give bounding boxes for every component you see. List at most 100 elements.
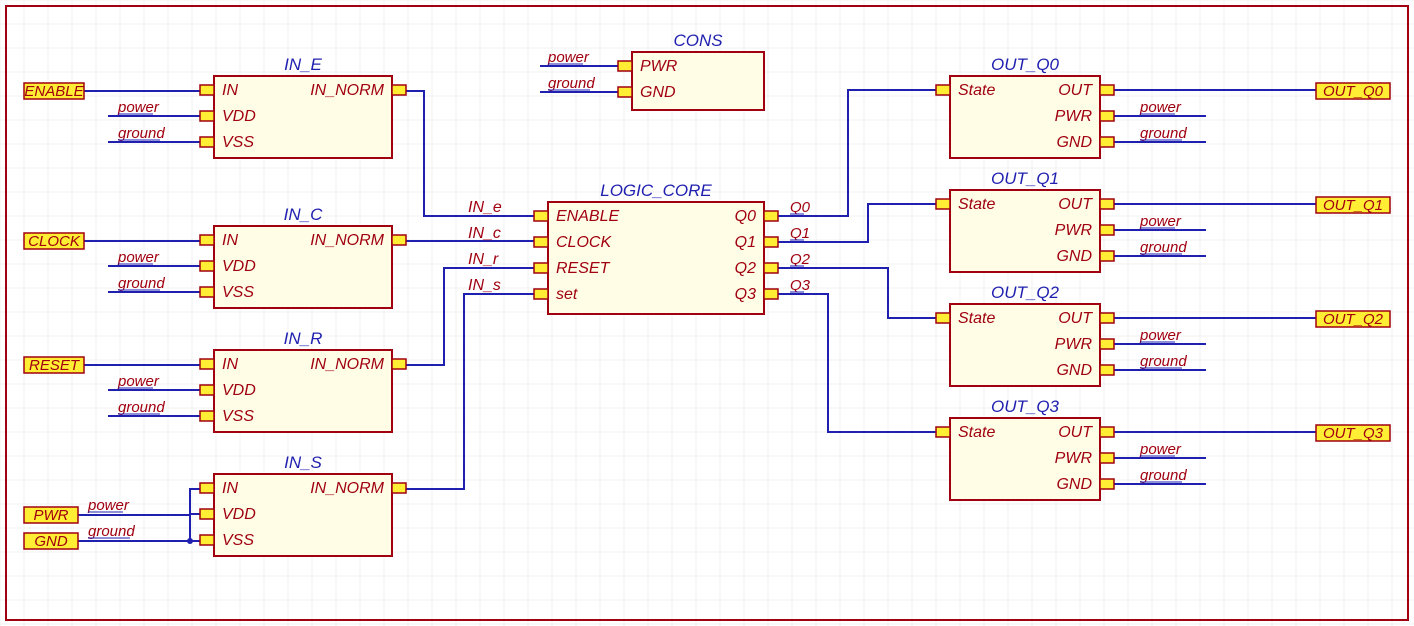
schematic-canvas: power ground power ground power ground power gr… <box>0 0 1414 626</box>
port-LOGIC_CORE-Q2 <box>764 263 778 273</box>
svg-text:power: power <box>87 497 130 514</box>
svg-text:ground: ground <box>1140 239 1187 256</box>
svg-text:CLOCK: CLOCK <box>28 233 81 250</box>
svg-text:OUT: OUT <box>1058 82 1093 99</box>
port-OUT_Q0-GND <box>1100 137 1114 147</box>
svg-text:LOGIC_CORE: LOGIC_CORE <box>600 181 712 200</box>
svg-text:IN_s: IN_s <box>468 277 501 294</box>
port-IN_C-VDD <box>200 261 214 271</box>
svg-text:IN_R: IN_R <box>284 329 323 348</box>
port-OUT_Q0-OUT <box>1100 85 1114 95</box>
svg-text:IN: IN <box>222 232 238 249</box>
svg-text:PWR: PWR <box>1055 222 1093 239</box>
svg-text:power: power <box>1139 441 1182 458</box>
port-LOGIC_CORE-Q3 <box>764 289 778 299</box>
svg-text:OUT_Q3: OUT_Q3 <box>1323 425 1384 442</box>
port-OUT_Q2-PWR <box>1100 339 1114 349</box>
svg-text:set: set <box>556 286 578 303</box>
port-OUT_Q0-PWR <box>1100 111 1114 121</box>
svg-text:VSS: VSS <box>222 284 254 301</box>
svg-text:OUT_Q0: OUT_Q0 <box>991 55 1060 74</box>
svg-text:State: State <box>958 82 995 99</box>
svg-text:ground: ground <box>118 399 165 416</box>
svg-text:power: power <box>1139 327 1182 344</box>
svg-text:power: power <box>1139 99 1182 116</box>
svg-text:PWR: PWR <box>1055 336 1093 353</box>
svg-text:IN_NORM: IN_NORM <box>310 232 384 249</box>
tag-OUT_Q1: OUT_Q1 <box>1316 197 1390 214</box>
port-OUT_Q3-GND <box>1100 479 1114 489</box>
svg-text:VSS: VSS <box>222 532 254 549</box>
svg-text:Q3: Q3 <box>735 286 756 303</box>
svg-text:ground: ground <box>548 75 595 92</box>
port-OUT_Q2-GND <box>1100 365 1114 375</box>
svg-text:GND: GND <box>1056 248 1092 265</box>
svg-text:power: power <box>547 49 590 66</box>
svg-text:ground: ground <box>1140 125 1187 142</box>
svg-text:power: power <box>1139 213 1182 230</box>
port-IN_E-VDD <box>200 111 214 121</box>
svg-text:IN_r: IN_r <box>468 251 499 268</box>
svg-text:OUT_Q0: OUT_Q0 <box>1323 83 1384 100</box>
port-OUT_Q2-OUT <box>1100 313 1114 323</box>
svg-text:IN_E: IN_E <box>284 55 322 74</box>
svg-text:GND: GND <box>34 533 68 550</box>
port-OUT_Q1-State <box>936 199 950 209</box>
svg-text:power: power <box>117 249 160 266</box>
svg-text:VDD: VDD <box>222 258 256 275</box>
port-OUT_Q1-GND <box>1100 251 1114 261</box>
port-IN_C-IN <box>200 235 214 245</box>
port-LOGIC_CORE-Q1 <box>764 237 778 247</box>
svg-text:Q0: Q0 <box>735 208 756 225</box>
port-IN_S-VDD <box>200 509 214 519</box>
port-CONS-GND <box>618 87 632 97</box>
svg-text:OUT_Q3: OUT_Q3 <box>991 397 1060 416</box>
svg-text:RESET: RESET <box>556 260 611 277</box>
svg-text:ENABLE: ENABLE <box>24 83 84 100</box>
svg-text:IN_S: IN_S <box>284 453 322 472</box>
svg-text:ground: ground <box>118 275 165 292</box>
svg-text:IN: IN <box>222 82 238 99</box>
svg-text:power: power <box>117 373 160 390</box>
svg-text:PWR: PWR <box>640 58 678 75</box>
tag-OUT_Q0: OUT_Q0 <box>1316 83 1390 100</box>
port-LOGIC_CORE-set <box>534 289 548 299</box>
svg-text:IN_NORM: IN_NORM <box>310 82 384 99</box>
svg-text:IN: IN <box>222 480 238 497</box>
port-IN_R-VDD <box>200 385 214 395</box>
svg-text:power: power <box>117 99 160 116</box>
port-IN_E-IN <box>200 85 214 95</box>
svg-text:Q2: Q2 <box>790 251 811 268</box>
svg-text:VDD: VDD <box>222 506 256 523</box>
svg-text:ground: ground <box>118 125 165 142</box>
svg-text:Q3: Q3 <box>790 277 811 294</box>
tag-ENABLE: ENABLE <box>24 83 85 100</box>
tag-CLOCK: CLOCK <box>24 233 84 250</box>
tag-RESET: RESET <box>24 357 84 374</box>
svg-text:Q2: Q2 <box>735 260 756 277</box>
port-LOGIC_CORE-RESET <box>534 263 548 273</box>
port-IN_S-IN <box>200 483 214 493</box>
svg-text:ground: ground <box>88 523 135 540</box>
port-OUT_Q3-PWR <box>1100 453 1114 463</box>
tag-GND: GND <box>24 533 78 550</box>
svg-text:PWR: PWR <box>34 507 69 524</box>
svg-text:OUT: OUT <box>1058 310 1093 327</box>
svg-text:Q1: Q1 <box>735 234 756 251</box>
svg-text:ENABLE: ENABLE <box>556 208 619 225</box>
svg-text:GND: GND <box>1056 362 1092 379</box>
port-IN_S-VSS <box>200 535 214 545</box>
port-OUT_Q0-State <box>936 85 950 95</box>
svg-text:OUT: OUT <box>1058 196 1093 213</box>
port-IN_R-IN <box>200 359 214 369</box>
svg-text:IN_C: IN_C <box>284 205 323 224</box>
svg-text:GND: GND <box>1056 476 1092 493</box>
svg-text:IN_NORM: IN_NORM <box>310 356 384 373</box>
svg-text:PWR: PWR <box>1055 450 1093 467</box>
svg-text:ground: ground <box>1140 467 1187 484</box>
port-IN_C-VSS <box>200 287 214 297</box>
port-LOGIC_CORE-Q0 <box>764 211 778 221</box>
port-CONS-PWR <box>618 61 632 71</box>
svg-text:OUT_Q1: OUT_Q1 <box>1323 197 1383 214</box>
svg-text:OUT: OUT <box>1058 424 1093 441</box>
